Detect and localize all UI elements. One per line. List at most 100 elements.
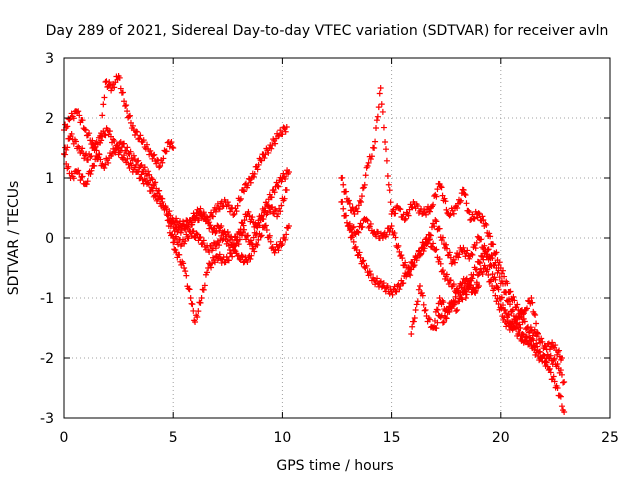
data-point-interp	[339, 174, 346, 181]
data-point-interp	[276, 205, 283, 212]
data-point	[181, 265, 188, 271]
data-point-interp	[463, 200, 470, 207]
data-point-interp	[510, 322, 517, 329]
data-point-interp	[503, 289, 510, 296]
data-point-interp	[363, 262, 370, 269]
data-point-interp	[246, 212, 253, 219]
data-point	[412, 307, 419, 313]
data-point-interp	[481, 242, 488, 249]
data-point-interp	[415, 286, 422, 293]
data-point-interp	[450, 281, 457, 288]
y-tick-label: -3	[40, 411, 54, 427]
data-point-interp	[212, 208, 219, 215]
data-point-interp	[520, 315, 527, 322]
data-point-interp	[529, 299, 536, 306]
data-point-interp	[391, 283, 398, 290]
data-point	[475, 283, 482, 289]
data-point	[244, 259, 251, 265]
data-point-interp	[152, 179, 159, 186]
data-point	[283, 124, 290, 130]
data-point-interp	[383, 231, 390, 238]
data-point-interp	[194, 231, 201, 238]
data-point-interp	[146, 171, 153, 178]
data-point-interp	[358, 193, 365, 200]
data-point-interp	[457, 197, 464, 204]
data-point-interp	[483, 251, 490, 258]
data-point-interp	[225, 257, 232, 264]
data-point-interp	[119, 89, 126, 96]
data-point-interp	[496, 274, 503, 281]
data-point-interp	[396, 248, 403, 255]
data-point-interp	[488, 276, 495, 283]
data-point-interp	[64, 144, 71, 151]
data-point	[495, 301, 502, 307]
data-point-interp	[106, 79, 113, 86]
data-point-interp	[521, 337, 528, 344]
data-point-interp	[156, 187, 163, 194]
data-point-interp	[77, 177, 84, 184]
data-point-interp	[216, 242, 223, 249]
data-point-interp	[241, 217, 248, 224]
data-point	[283, 187, 290, 193]
data-point-interp	[478, 252, 485, 259]
data-point-interp	[556, 347, 563, 354]
data-point	[224, 229, 231, 235]
data-point-interp	[200, 286, 207, 293]
data-point-interp	[451, 300, 458, 307]
data-point-interp	[275, 183, 282, 190]
data-point-interp	[384, 283, 391, 290]
data-point-interp	[346, 220, 353, 227]
data-point-interp	[70, 115, 77, 122]
data-point-interp	[209, 213, 216, 220]
data-point-interp	[463, 275, 470, 282]
data-point-interp	[354, 208, 361, 215]
data-point-interp	[492, 259, 499, 266]
data-point-interp	[78, 174, 85, 181]
data-point-interp	[460, 244, 467, 251]
data-point-interp	[198, 241, 205, 248]
data-point-interp	[268, 194, 275, 201]
x-tick-label: 25	[601, 430, 619, 446]
data-point	[187, 295, 194, 301]
data-point-interp	[430, 201, 437, 208]
data-point-interp	[439, 267, 446, 274]
data-point-interp	[456, 251, 463, 258]
data-point-interp	[378, 101, 385, 108]
data-point-interp	[99, 112, 106, 119]
data-point-interp	[426, 208, 433, 215]
data-point	[379, 235, 386, 241]
data-point-interp	[544, 351, 551, 358]
data-point-interp	[485, 246, 492, 253]
data-point-interp	[511, 297, 518, 304]
data-point-interp	[375, 104, 382, 111]
data-point-interp	[450, 256, 457, 263]
data-point-interp	[367, 220, 374, 227]
data-point-interp	[414, 298, 421, 305]
data-point-interp	[479, 213, 486, 220]
data-point-interp	[446, 308, 453, 315]
x-tick-label: 15	[383, 430, 401, 446]
data-point-interp	[101, 164, 108, 171]
data-point-interp	[218, 232, 225, 239]
data-point-interp	[257, 233, 264, 240]
data-point-interp	[398, 252, 405, 259]
data-point-interp	[352, 243, 359, 250]
data-point	[200, 211, 207, 217]
data-point-interp	[489, 255, 496, 262]
track-i	[408, 275, 482, 337]
data-point-interp	[551, 355, 558, 362]
data-point	[148, 175, 155, 181]
data-point	[137, 163, 144, 169]
data-point	[192, 319, 199, 325]
data-point-interp	[425, 315, 432, 322]
data-point	[436, 295, 443, 301]
y-tick-label: 0	[45, 231, 54, 247]
data-point-interp	[443, 315, 450, 322]
data-point-interp	[112, 149, 119, 156]
track-f	[338, 85, 565, 363]
data-point-interp	[124, 108, 131, 115]
grid	[64, 58, 610, 418]
data-point-interp	[236, 197, 243, 204]
data-point-interp	[260, 216, 267, 223]
data-point-interp	[434, 186, 441, 193]
